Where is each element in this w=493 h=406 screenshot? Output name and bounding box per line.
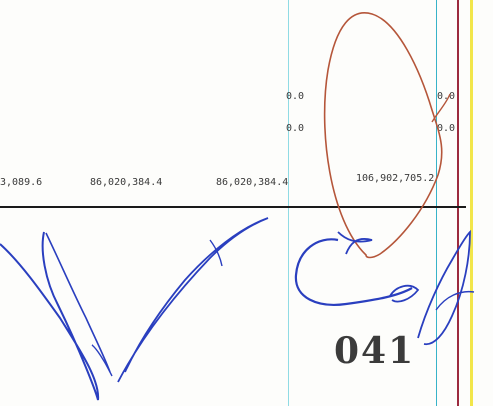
row-top-value-a: 0.0 bbox=[286, 91, 305, 102]
blue-initial-cross bbox=[337, 231, 373, 255]
total-value-3: 86,020,384.4 bbox=[216, 177, 289, 188]
blue-initial-hook bbox=[389, 284, 420, 303]
cyan-margin-line bbox=[288, 0, 289, 406]
blue-signature-middle-2 bbox=[209, 239, 223, 267]
row-top-value-b: 0.0 bbox=[437, 91, 456, 102]
blue-signature-left bbox=[0, 231, 100, 401]
blue-signature-left-2 bbox=[45, 232, 111, 373]
total-rule bbox=[0, 206, 466, 208]
blue-initial-flourish-2 bbox=[435, 290, 475, 311]
total-value-1: 3,089.6 bbox=[0, 177, 43, 188]
page-number-stamp: 041 bbox=[334, 330, 416, 372]
total-value-2: 86,020,384.4 bbox=[90, 177, 163, 188]
brown-ink-tail bbox=[431, 93, 451, 123]
row-mid-value-a: 0.0 bbox=[286, 123, 305, 134]
teal-margin-line bbox=[436, 0, 437, 406]
row-mid-value-b: 0.0 bbox=[437, 123, 456, 134]
blue-signature-middle bbox=[117, 217, 269, 383]
blue-initial-loop bbox=[294, 238, 413, 306]
yellow-margin-line bbox=[470, 0, 473, 406]
blue-signature-left-3 bbox=[91, 344, 113, 377]
blue-initial-flourish bbox=[417, 229, 471, 346]
total-value-4: 106,902,705.2 bbox=[356, 173, 435, 184]
brown-ink-loop bbox=[323, 12, 443, 259]
red-margin-line bbox=[457, 0, 459, 406]
